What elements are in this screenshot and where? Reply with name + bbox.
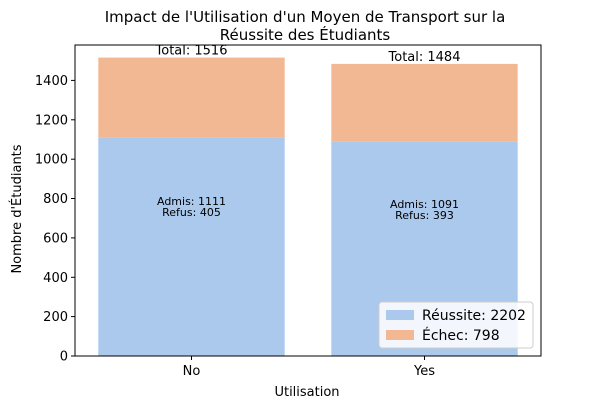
total-label-yes: Total: 1484 <box>388 50 461 65</box>
total-label-no: Total: 1516 <box>155 44 228 59</box>
x-tick-label-yes: Yes <box>413 364 435 379</box>
legend-swatch-échec <box>386 330 414 340</box>
chart-title-line-2: Réussite des Étudiants <box>220 25 391 44</box>
legend-box <box>378 301 534 349</box>
axes-frame <box>74 44 542 357</box>
legend-label-réussite: Réussite: 2202 <box>422 308 526 324</box>
bar-annotation-no: Refus: 405 <box>162 206 221 219</box>
y-tick-label: 600 <box>43 231 68 246</box>
y-tick-label: 1200 <box>35 113 68 128</box>
x-axis-label: Utilisation <box>274 385 339 400</box>
legend-swatch-réussite <box>386 310 414 320</box>
legend: Réussite: 2202 Échec: 798 <box>378 301 534 349</box>
bar-annotation-yes: Admis: 1091 <box>390 198 459 211</box>
chart-title: Impact de l'Utilisation d'un Moyen de Tr… <box>105 8 506 44</box>
chart-title-line-1: Impact de l'Utilisation d'un Moyen de Tr… <box>105 8 506 26</box>
y-tick-label: 1400 <box>35 74 68 89</box>
bar-échec-no <box>98 57 285 138</box>
bar-annotation-no: Admis: 1111 <box>157 195 226 208</box>
y-tick-label: 200 <box>43 310 68 325</box>
legend-label-échec: Échec: 798 <box>422 327 500 344</box>
bar-réussite-no <box>98 137 285 356</box>
y-tick-label: 800 <box>43 192 68 207</box>
y-axis-label: Nombre d'Étudiants <box>9 144 25 273</box>
bar-échec-yes <box>331 63 518 142</box>
y-tick-label: 1000 <box>35 153 68 168</box>
x-tick-label-no: No <box>183 364 201 379</box>
bar-annotation-yes: Refus: 393 <box>395 209 454 222</box>
y-tick-label: 400 <box>43 271 68 286</box>
y-tick-label: 0 <box>60 350 68 365</box>
